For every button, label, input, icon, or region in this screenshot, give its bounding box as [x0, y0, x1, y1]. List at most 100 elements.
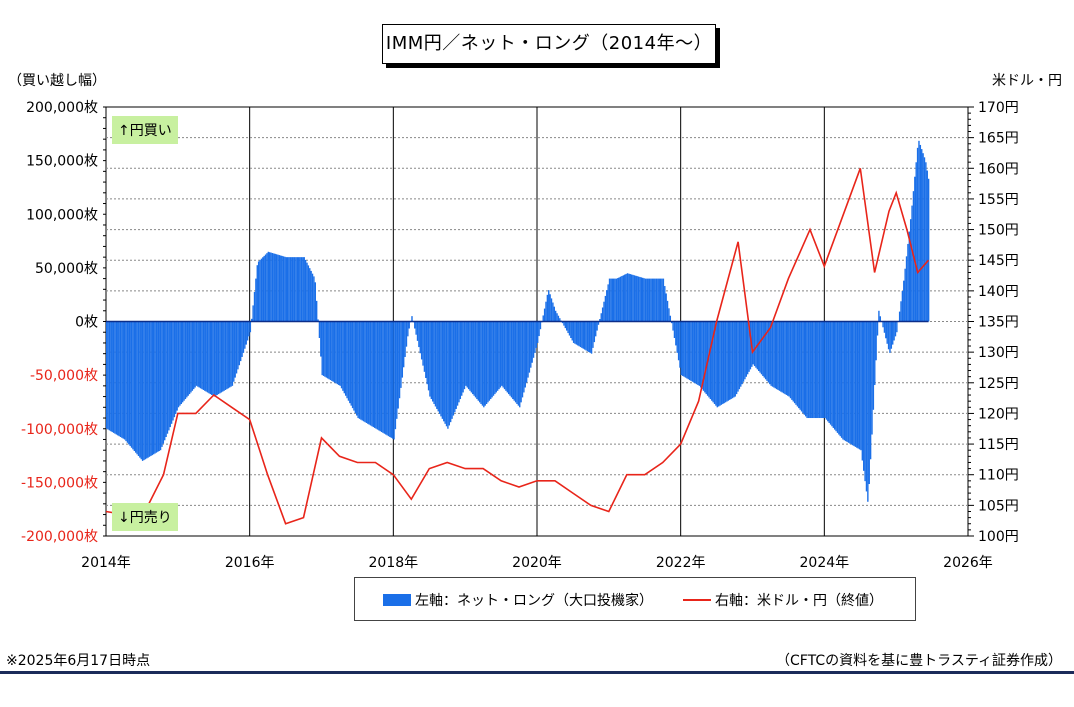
- net-long-bar: [314, 282, 316, 322]
- net-long-bar: [688, 321, 691, 381]
- net-long-bar: [415, 321, 417, 335]
- net-long-bar: [737, 321, 739, 392]
- net-long-bar: [280, 255, 282, 322]
- net-long-bar: [461, 321, 463, 396]
- net-long-bar: [288, 257, 290, 322]
- net-long-bar: [275, 254, 278, 322]
- net-long-bar: [572, 321, 575, 343]
- net-long-bar: [367, 321, 369, 424]
- net-long-bar: [144, 321, 147, 460]
- net-long-bar: [532, 321, 535, 358]
- net-long-bar: [788, 321, 790, 397]
- net-long-bar: [664, 286, 666, 322]
- net-long-bar: [226, 321, 228, 390]
- net-long-bar: [245, 321, 247, 345]
- net-long-bar: [173, 321, 176, 418]
- net-long-bar: [346, 321, 348, 399]
- net-long-bar: [905, 256, 908, 322]
- net-long-bar: [141, 321, 144, 461]
- net-long-bar: [687, 321, 689, 380]
- net-long-bar: [237, 321, 239, 370]
- net-long-bar: [448, 321, 450, 426]
- net-long-bar: [597, 321, 600, 325]
- net-long-bar: [298, 257, 300, 322]
- net-long-bar: [204, 321, 206, 391]
- net-long-bar: [775, 321, 778, 390]
- net-long-bar: [313, 276, 315, 322]
- x-tick-label: 2020年: [512, 555, 562, 571]
- net-long-bar: [393, 321, 395, 440]
- net-long-bar: [383, 321, 386, 434]
- net-long-bar: [458, 321, 460, 403]
- net-long-bar: [454, 321, 456, 413]
- net-long-bar: [646, 278, 648, 322]
- net-long-bar: [599, 319, 601, 322]
- net-long-bar: [577, 321, 579, 346]
- net-long-bar: [274, 253, 276, 322]
- net-long-bar: [342, 321, 344, 391]
- net-long-bar: [233, 321, 235, 382]
- net-long-bar: [310, 270, 312, 322]
- net-long-bar: [165, 321, 167, 437]
- net-long-bar: [188, 321, 191, 395]
- net-long-bar: [709, 321, 712, 400]
- net-long-bar: [210, 321, 213, 395]
- right-tick-label: 145円: [978, 253, 1019, 269]
- net-long-bar: [164, 321, 166, 441]
- net-long-bar: [429, 321, 431, 397]
- net-long-bar: [158, 321, 160, 452]
- net-long-bar: [583, 321, 586, 350]
- net-long-bar: [306, 262, 308, 322]
- net-long-bar: [791, 321, 793, 400]
- net-long-bar: [745, 321, 747, 377]
- net-long-bar: [785, 321, 788, 395]
- net-long-bar: [570, 321, 572, 338]
- net-long-bar: [926, 170, 928, 322]
- net-long-bar: [299, 257, 301, 322]
- net-long-bar: [869, 321, 872, 460]
- net-long-bar: [763, 321, 765, 378]
- net-long-bar: [295, 257, 297, 322]
- net-long-bar: [669, 315, 672, 322]
- net-long-bar: [811, 321, 814, 419]
- net-long-bar: [708, 321, 710, 398]
- net-long-bar: [255, 278, 257, 322]
- net-long-bar: [865, 321, 868, 492]
- net-long-bar: [770, 321, 772, 386]
- chart-title: IMM円／ネット・ロング（2014年〜）: [382, 24, 716, 64]
- net-long-bar: [155, 321, 158, 453]
- left-tick-label: 50,000枚: [35, 261, 98, 277]
- net-long-bar: [168, 321, 170, 431]
- net-long-bar: [477, 321, 479, 401]
- net-long-bar: [637, 276, 640, 322]
- net-long-bar: [523, 321, 525, 393]
- net-long-bar: [777, 321, 779, 390]
- net-long-bar: [892, 321, 894, 345]
- net-long-bar: [187, 321, 189, 396]
- net-long-bar: [571, 321, 573, 341]
- net-long-bar: [622, 275, 625, 322]
- net-long-bar: [632, 274, 634, 322]
- net-long-bar: [857, 321, 859, 449]
- net-long-bar: [789, 321, 792, 399]
- net-long-bar: [135, 321, 137, 453]
- net-long-bar: [267, 251, 270, 322]
- net-long-bar: [241, 321, 243, 357]
- net-long-bar: [307, 265, 310, 322]
- net-long-bar: [438, 321, 441, 414]
- net-long-bar: [364, 321, 366, 423]
- net-long-bar: [795, 321, 797, 405]
- net-long-bar: [644, 278, 647, 322]
- net-long-bar: [722, 321, 724, 404]
- net-long-bar: [405, 321, 408, 347]
- net-long-bar: [335, 321, 337, 384]
- left-axis-unit: （買い越し幅）: [8, 73, 106, 89]
- net-long-bar: [731, 321, 734, 399]
- net-long-bar: [567, 321, 569, 334]
- net-long-bar: [854, 321, 857, 447]
- net-long-bar: [836, 321, 839, 433]
- net-long-bar: [148, 321, 151, 457]
- net-long-bar: [838, 321, 840, 435]
- net-long-bar: [799, 321, 801, 410]
- left-tick-label: -200,000枚: [21, 529, 98, 545]
